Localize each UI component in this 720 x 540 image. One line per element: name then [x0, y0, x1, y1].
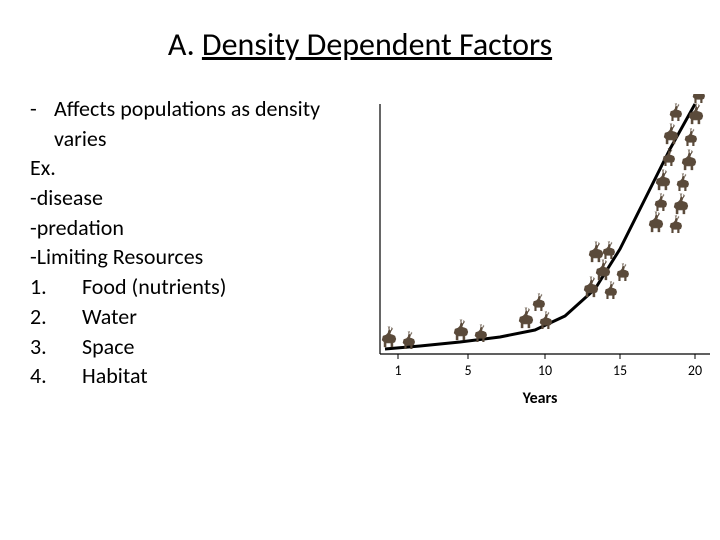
numbered-item: 3. Space [30, 332, 360, 362]
bullet-text: Affects populations as density varies [54, 94, 360, 153]
x-axis-label: Years [360, 389, 720, 408]
x-tick-label: 5 [464, 362, 471, 379]
num-label: 2. [30, 302, 62, 332]
bullet-item: - Affects populations as density varies [30, 94, 360, 153]
num-label: 3. [30, 332, 62, 362]
numbered-item: 4. Habitat [30, 361, 360, 391]
num-text: Food (nutrients) [82, 272, 226, 302]
numbered-item: 1. Food (nutrients) [30, 272, 360, 302]
title-main: Density Dependent Factors [202, 25, 552, 64]
slide-title: A. Density Dependent Factors [0, 0, 720, 84]
num-label: 4. [30, 361, 62, 391]
example-label: Ex. [30, 153, 360, 183]
x-tick-label: 20 [688, 362, 702, 379]
list-item: -Limiting Resources [30, 242, 360, 272]
x-tick-label: 10 [538, 362, 552, 379]
num-text: Habitat [82, 361, 148, 391]
num-text: Space [82, 332, 134, 362]
title-prefix: A. [168, 25, 202, 64]
list-item: -disease [30, 183, 360, 213]
chart-column: 15101520 Years [360, 94, 690, 391]
x-tick-label: 1 [394, 362, 401, 379]
x-tick-label: 15 [613, 362, 627, 379]
growth-chart: 15101520 Years [360, 94, 720, 414]
list-item: -predation [30, 213, 360, 243]
text-column: - Affects populations as density varies … [30, 94, 360, 391]
bullet-dash: - [30, 94, 54, 153]
content-area: - Affects populations as density varies … [0, 84, 720, 391]
num-label: 1. [30, 272, 62, 302]
num-text: Water [82, 302, 137, 332]
numbered-item: 2. Water [30, 302, 360, 332]
